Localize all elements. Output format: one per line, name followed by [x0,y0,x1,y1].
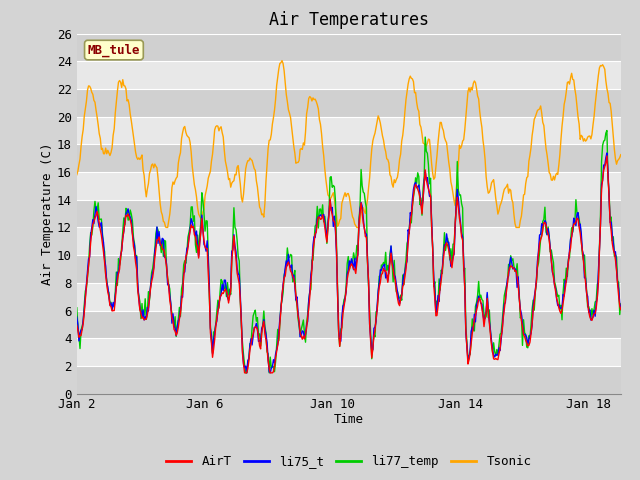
Bar [77,89,621,117]
Text: MB_tule: MB_tule [88,43,140,57]
Bar [77,366,621,394]
Title: Air Temperatures: Air Temperatures [269,11,429,29]
Y-axis label: Air Temperature (C): Air Temperature (C) [41,143,54,285]
Bar [77,172,621,200]
Bar [77,255,621,283]
Bar [77,311,621,338]
Bar [77,144,621,172]
Bar [77,200,621,228]
Bar [77,61,621,89]
Bar [77,283,621,311]
Bar [77,117,621,144]
Bar [77,338,621,366]
Bar [77,34,621,61]
Bar [77,228,621,255]
Legend: AirT, li75_t, li77_temp, Tsonic: AirT, li75_t, li77_temp, Tsonic [161,450,536,473]
X-axis label: Time: Time [334,413,364,426]
